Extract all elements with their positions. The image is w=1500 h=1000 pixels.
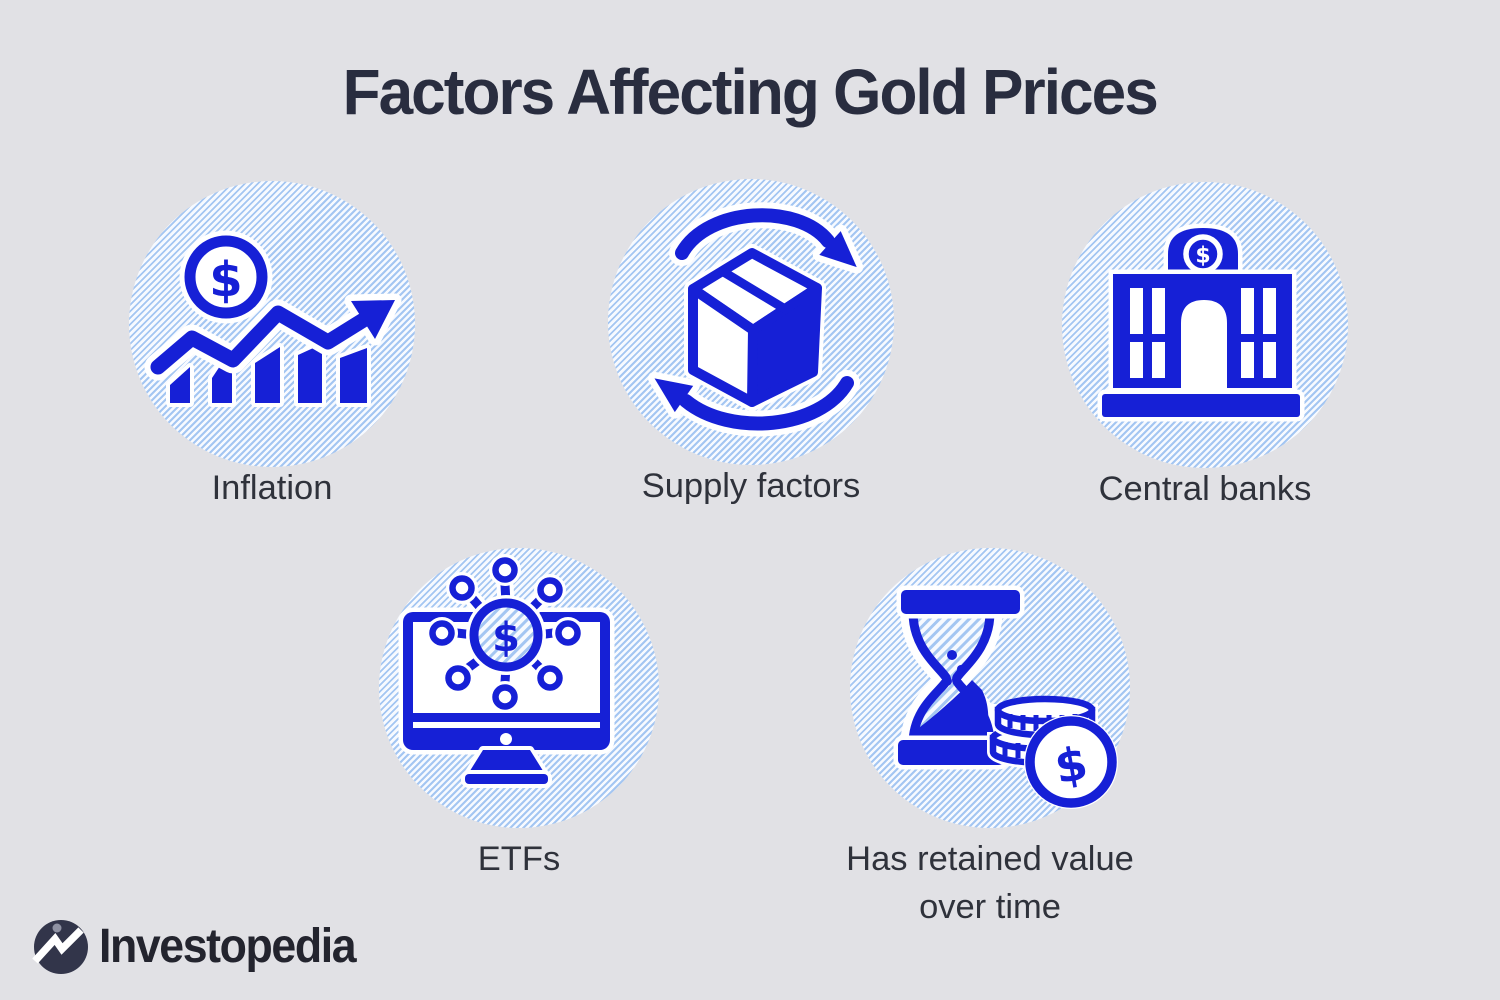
hourglass-coins-icon: $: [893, 585, 1118, 809]
factor-label: Supply factors: [641, 467, 861, 505]
svg-text:$: $: [209, 252, 242, 308]
factor-inflation: $ Inflation: [129, 181, 415, 507]
factor-retained-value: $ Has retained value over time: [846, 548, 1134, 926]
factor-label: Has retained value over time: [846, 840, 1134, 926]
etf-monitor-network-icon: $: [398, 554, 615, 788]
supply-box-cycle-arrows-icon: [648, 202, 864, 437]
striped-circle: $: [379, 548, 659, 828]
brand-wordmark: Investopedia: [99, 920, 357, 973]
inflation-rising-chart-icon: $: [144, 230, 402, 407]
factor-label: Inflation: [211, 469, 333, 507]
svg-text:$: $: [492, 615, 520, 661]
striped-circle: $: [129, 181, 415, 467]
svg-text:$: $: [1195, 244, 1210, 269]
investopedia-i-logo-icon: [32, 920, 88, 974]
factor-etfs: $ ETFs: [379, 548, 659, 878]
factor-label: Central banks: [1098, 470, 1312, 508]
brand-footer: Investopedia: [30, 916, 374, 978]
factor-supply: Supply factors: [608, 179, 894, 505]
striped-circle: $: [1062, 182, 1348, 468]
page-title: Factors Affecting Gold Prices: [342, 56, 1159, 128]
striped-circle: $: [850, 548, 1130, 828]
striped-circle: [608, 179, 894, 465]
central-bank-building-icon: $: [1097, 223, 1305, 422]
factor-label: ETFs: [477, 840, 561, 878]
factor-central-banks: $ Central banks: [1062, 182, 1348, 508]
